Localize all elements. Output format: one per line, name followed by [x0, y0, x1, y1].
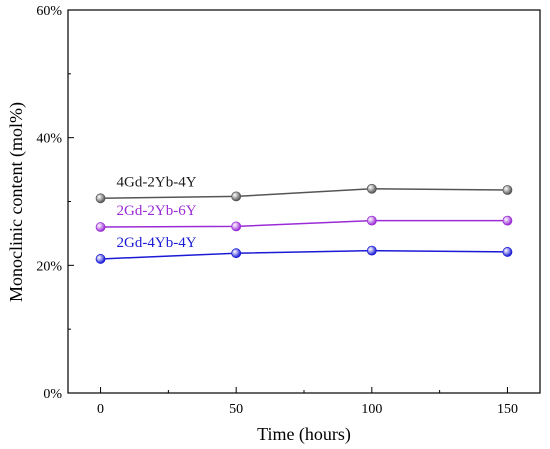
data-point	[502, 215, 513, 226]
series-line	[100, 187, 508, 200]
series-label: 4Gd-2Yb-4Y	[117, 174, 197, 190]
y-tick-label: 20%	[36, 259, 62, 274]
data-point	[366, 215, 377, 226]
y-tick-label: 40%	[36, 132, 62, 147]
data-point	[502, 247, 513, 257]
data-point	[95, 254, 106, 264]
x-tick-label: 0	[97, 402, 104, 417]
data-point	[366, 245, 377, 256]
series-line	[100, 249, 508, 260]
data-point	[231, 191, 242, 202]
series-label: 2Gd-4Yb-4Y	[117, 235, 197, 251]
y-axis-title: Monoclinic content (mol%)	[6, 102, 27, 302]
x-tick-label: 100	[361, 402, 382, 417]
x-tick-label: 150	[497, 402, 518, 417]
series-label: 2Gd-2Yb-6Y	[117, 203, 197, 219]
data-point	[95, 222, 106, 232]
series-line	[100, 219, 508, 228]
plot-frame	[67, 9, 541, 394]
data-point	[502, 185, 513, 195]
data-point	[231, 221, 242, 232]
data-point	[231, 248, 242, 259]
y-tick-label: 60%	[36, 4, 62, 19]
x-axis-title: Time (hours)	[257, 424, 351, 445]
x-tick-label: 50	[229, 402, 243, 417]
data-point	[95, 193, 106, 204]
y-tick-label: 0%	[43, 387, 62, 402]
data-point	[366, 183, 377, 194]
